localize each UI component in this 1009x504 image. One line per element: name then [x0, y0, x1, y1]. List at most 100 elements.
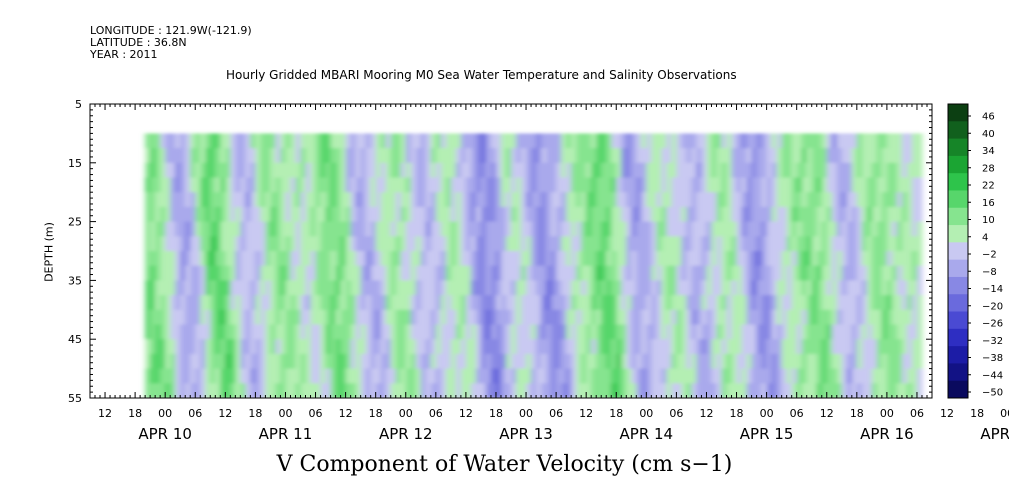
heatmap-cell — [581, 280, 587, 296]
heatmap-cell — [225, 236, 231, 252]
heatmap-cell — [876, 280, 883, 296]
heatmap-cell — [320, 383, 327, 398]
heatmap-cell — [821, 368, 828, 384]
colorbar-swatch — [948, 242, 968, 261]
heatmap-cell — [531, 221, 537, 237]
heatmap-cell — [450, 133, 457, 149]
heatmap-cell — [801, 251, 808, 267]
heatmap-cell — [150, 353, 156, 370]
heatmap-cell — [390, 383, 397, 398]
heatmap-cell — [390, 324, 397, 340]
heatmap-cell — [881, 295, 888, 311]
heatmap-cell — [375, 236, 382, 252]
heatmap-cell — [646, 177, 652, 193]
heatmap-cell — [295, 368, 302, 384]
heatmap-cell — [846, 383, 853, 398]
heatmap-cell — [671, 383, 677, 398]
heatmap-cell — [716, 280, 723, 296]
heatmap-cell — [821, 324, 828, 340]
heatmap-cell — [440, 368, 447, 384]
heatmap-cell — [576, 148, 582, 164]
heatmap-cell — [300, 339, 307, 355]
heatmap-cell — [405, 383, 412, 398]
heatmap-cell — [490, 295, 497, 311]
heatmap-cell — [776, 236, 783, 252]
heatmap-cell — [721, 177, 728, 193]
heatmap-cell — [786, 309, 793, 326]
heatmap-cell — [526, 339, 532, 355]
heatmap-cell — [275, 309, 282, 326]
heatmap-cell — [450, 265, 457, 281]
heatmap-cell — [851, 383, 858, 398]
heatmap-cell — [556, 148, 562, 164]
x-tick-label: 06 — [188, 407, 202, 420]
heatmap-cell — [866, 192, 873, 208]
heatmap-cell — [626, 309, 632, 326]
heatmap-cell — [205, 353, 211, 370]
heatmap-cell — [856, 192, 863, 208]
heatmap-cell — [195, 177, 201, 193]
heatmap-cell — [235, 221, 241, 237]
heatmap-cell — [485, 236, 492, 252]
heatmap-cell — [245, 309, 251, 326]
heatmap-cell — [716, 236, 723, 252]
heatmap-cell — [195, 206, 201, 223]
heatmap-cell — [651, 368, 657, 384]
heatmap-cell — [911, 236, 918, 252]
heatmap-cell — [405, 148, 412, 164]
heatmap-cell — [861, 324, 868, 340]
heatmap-cell — [415, 206, 422, 223]
heatmap-cell — [726, 339, 733, 355]
heatmap-cell — [906, 368, 913, 384]
heatmap-cell — [315, 324, 322, 340]
heatmap-cell — [781, 368, 788, 384]
heatmap-cell — [546, 339, 552, 355]
heatmap-cell — [450, 221, 457, 237]
heatmap-cell — [861, 177, 868, 193]
heatmap-cell — [335, 353, 342, 370]
heatmap-cell — [716, 383, 723, 398]
heatmap-cell — [220, 309, 226, 326]
heatmap-cell — [405, 162, 412, 179]
heatmap-cell — [696, 148, 703, 164]
heatmap-cell — [355, 236, 362, 252]
date-label: APR 15 — [740, 425, 794, 443]
heatmap-cell — [706, 309, 713, 326]
heatmap-cell — [586, 236, 592, 252]
heatmap-cell — [385, 162, 392, 179]
heatmap-cell — [225, 383, 231, 398]
heatmap-cell — [711, 177, 718, 193]
heatmap-cell — [380, 324, 387, 340]
heatmap-cell — [320, 221, 327, 237]
heatmap-cell — [911, 206, 918, 223]
heatmap-cell — [716, 148, 723, 164]
heatmap-cell — [280, 162, 287, 179]
heatmap-cell — [676, 383, 682, 398]
heatmap-cell — [255, 192, 261, 208]
heatmap-cell — [746, 177, 753, 193]
heatmap-cell — [701, 324, 708, 340]
heatmap-cell — [781, 251, 788, 267]
heatmap-cell — [566, 368, 572, 384]
heatmap-cell — [691, 280, 698, 296]
heatmap-cell — [761, 177, 768, 193]
heatmap-cell — [671, 353, 677, 370]
heatmap-cell — [210, 368, 216, 384]
heatmap-cell — [776, 295, 783, 311]
heatmap-cell — [315, 177, 322, 193]
heatmap-cell — [240, 192, 246, 208]
heatmap-cell — [305, 339, 312, 355]
heatmap-cell — [641, 295, 647, 311]
heatmap-cell — [355, 221, 362, 237]
heatmap-cell — [235, 339, 241, 355]
heatmap-cell — [285, 309, 292, 326]
heatmap-cell — [375, 148, 382, 164]
heatmap-cell — [400, 177, 407, 193]
heatmap-cell — [375, 177, 382, 193]
heatmap-cell — [791, 368, 798, 384]
heatmap-cell — [385, 339, 392, 355]
heatmap-cell — [876, 251, 883, 267]
heatmap-cell — [836, 251, 843, 267]
heatmap-cell — [400, 368, 407, 384]
heatmap-cell — [686, 148, 693, 164]
